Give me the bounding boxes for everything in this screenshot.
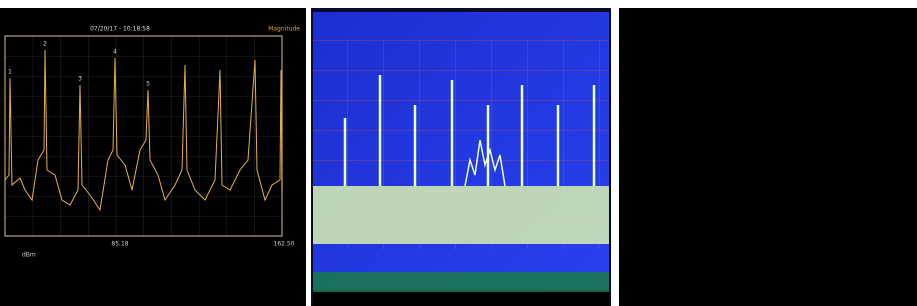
plot-title: 07/20/17 - 10:18:58 [90,26,150,33]
x-label: 162.50 [274,241,295,248]
marker-label: 5 [146,81,150,88]
thumbnail[interactable] [311,8,611,306]
page: 07/20/17 - 10:18:58 Magnitude 85.18 162.… [0,0,917,306]
noise-band [313,186,609,244]
thumbnail-background [619,8,917,306]
marker-label: 4 [113,49,117,56]
marker-label: 1 [8,69,12,76]
marker-label: 3 [78,76,82,83]
screen-bezel [313,292,609,306]
thumbnail-grid: 07/20/17 - 10:18:58 Magnitude 85.18 162.… [0,0,917,306]
unit-label: dBm [22,252,36,259]
softkey-bar [313,272,609,292]
thumbnail[interactable] [619,8,917,306]
marker-label: 2 [43,41,47,48]
thumbnail[interactable]: 07/20/17 - 10:18:58 Magnitude 85.18 162.… [0,8,306,306]
axis-label: Magnitude [268,26,300,33]
x-label: 85.18 [111,241,128,248]
